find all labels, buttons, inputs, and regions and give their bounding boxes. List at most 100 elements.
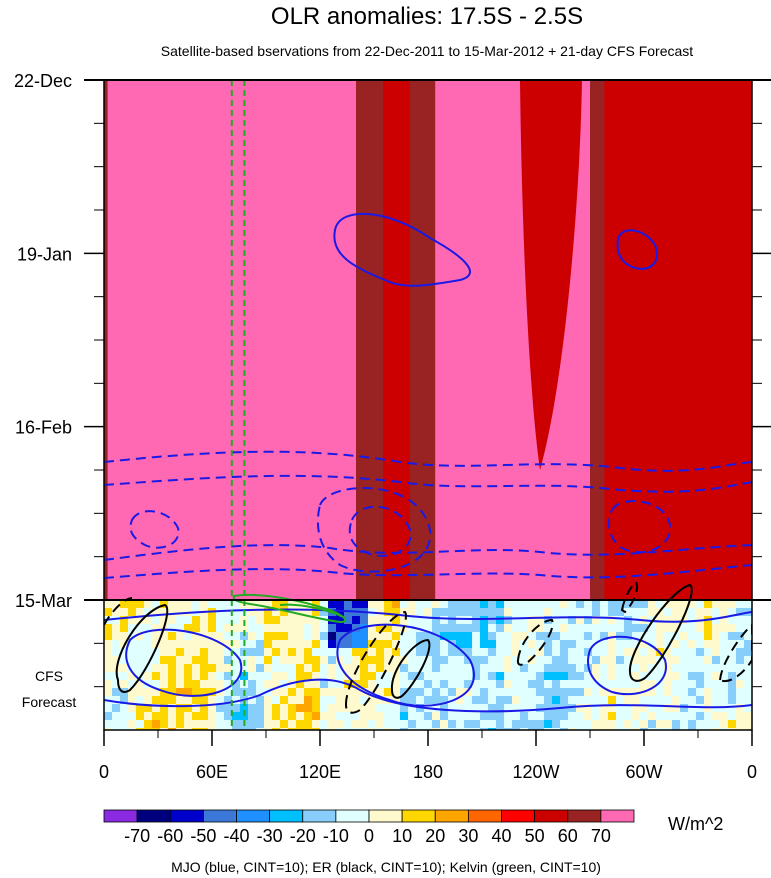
- forecast-cell: [304, 696, 313, 705]
- forecast-cell: [720, 696, 729, 705]
- forecast-cell: [328, 600, 337, 609]
- forecast-cell: [408, 600, 417, 609]
- forecast-cell: [240, 624, 249, 633]
- forecast-cell: [576, 704, 585, 713]
- forecast-cell: [592, 704, 601, 713]
- forecast-cell: [136, 656, 145, 665]
- x-tick-label: 60E: [196, 762, 228, 782]
- forecast-cell: [536, 664, 545, 673]
- forecast-cell: [496, 680, 505, 689]
- forecast-cell: [256, 664, 265, 673]
- forecast-cell: [560, 696, 569, 705]
- forecast-cell: [176, 672, 185, 681]
- forecast-cell: [488, 712, 497, 721]
- forecast-cell: [544, 656, 553, 665]
- forecast-cell: [344, 656, 353, 665]
- forecast-cell: [744, 640, 752, 649]
- forecast-cell: [256, 688, 265, 697]
- forecast-cell: [216, 656, 225, 665]
- forecast-cell: [640, 656, 649, 665]
- forecast-cell: [416, 680, 425, 689]
- forecast-cell: [248, 664, 257, 673]
- forecast-cell: [664, 680, 673, 689]
- x-tick-label: 0: [99, 762, 109, 782]
- forecast-cell: [744, 696, 752, 705]
- forecast-cell: [584, 720, 593, 729]
- forecast-cell: [536, 632, 545, 641]
- forecast-cell: [624, 688, 633, 697]
- forecast-cell: [344, 640, 353, 649]
- forecast-cell: [280, 672, 289, 681]
- forecast-cell: [728, 648, 737, 657]
- forecast-cell: [360, 616, 369, 625]
- forecast-cell: [664, 600, 673, 609]
- forecast-cell: [568, 608, 577, 617]
- forecast-cell: [336, 688, 345, 697]
- forecast-cell: [280, 664, 289, 673]
- forecast-cell: [432, 688, 441, 697]
- mjo-dashed-contour: [348, 505, 412, 557]
- forecast-cell: [384, 624, 393, 633]
- forecast-cell: [600, 720, 609, 729]
- forecast-cell: [624, 624, 633, 633]
- forecast-cell: [600, 704, 609, 713]
- forecast-cell: [464, 664, 473, 673]
- forecast-cell: [712, 664, 721, 673]
- forecast-cell: [440, 640, 449, 649]
- forecast-cell: [696, 672, 705, 681]
- forecast-cell: [400, 672, 409, 681]
- colorbar-swatch: [600, 809, 635, 823]
- forecast-cell: [616, 688, 625, 697]
- forecast-cell: [448, 720, 457, 729]
- forecast-cell: [392, 600, 401, 609]
- forecast-cell: [496, 616, 505, 625]
- forecast-cell: [224, 600, 233, 609]
- forecast-cell: [680, 624, 689, 633]
- forecast-cell: [208, 640, 217, 649]
- forecast-cell: [480, 648, 489, 657]
- forecast-cell: [568, 704, 577, 713]
- forecast-cell: [304, 608, 313, 617]
- forecast-cell: [176, 696, 185, 705]
- forecast-cell: [136, 696, 145, 705]
- forecast-cell: [328, 632, 337, 641]
- forecast-cell: [136, 624, 145, 633]
- forecast-cell: [664, 632, 673, 641]
- forecast-cell: [104, 640, 113, 649]
- forecast-cell: [176, 624, 185, 633]
- forecast-cell: [456, 720, 465, 729]
- colorbar-swatch: [103, 809, 138, 823]
- forecast-cell: [480, 704, 489, 713]
- forecast-cell: [688, 680, 697, 689]
- forecast-cell: [600, 664, 609, 673]
- forecast-cell: [152, 680, 161, 689]
- forecast-cell: [240, 672, 249, 681]
- forecast-cell: [560, 672, 569, 681]
- forecast-cell: [304, 656, 313, 665]
- forecast-cell: [496, 664, 505, 673]
- forecast-cell: [408, 672, 417, 681]
- forecast-cell: [496, 712, 505, 721]
- forecast-cell: [248, 608, 257, 617]
- forecast-cell: [320, 624, 329, 633]
- forecast-cell: [616, 648, 625, 657]
- forecast-cell: [496, 648, 505, 657]
- forecast-cell: [264, 712, 273, 721]
- forecast-cell: [184, 632, 193, 641]
- forecast-cell: [472, 624, 481, 633]
- forecast-cell: [240, 632, 249, 641]
- forecast-cell: [440, 600, 449, 609]
- forecast-cell: [472, 648, 481, 657]
- forecast-cell: [232, 664, 241, 673]
- forecast-cell: [144, 624, 153, 633]
- forecast-cell: [312, 608, 321, 617]
- forecast-cell: [152, 640, 161, 649]
- forecast-cell: [128, 624, 137, 633]
- forecast-cell: [144, 616, 153, 625]
- forecast-cell: [696, 656, 705, 665]
- forecast-cell: [440, 696, 449, 705]
- forecast-cell: [144, 672, 153, 681]
- forecast-cell: [568, 624, 577, 633]
- forecast-cell: [200, 680, 209, 689]
- forecast-cell: [264, 680, 273, 689]
